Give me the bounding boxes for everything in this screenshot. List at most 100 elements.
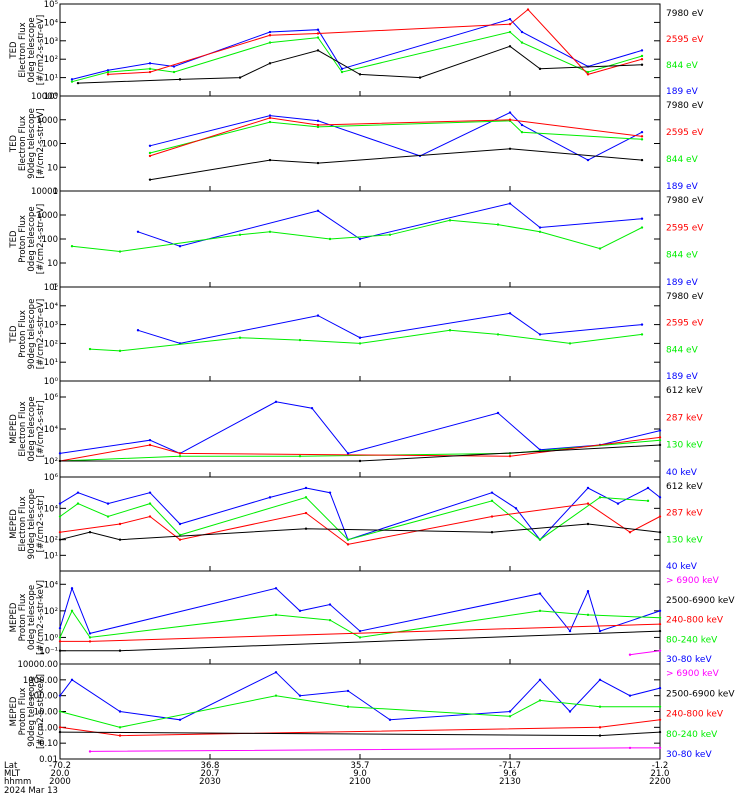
legend-entry: 189 eV [666,182,699,192]
data-point [490,499,494,503]
data-point [70,80,74,83]
data-point [508,147,512,150]
y-tick-label: 10³ [44,321,58,331]
data-point [598,705,602,708]
data-point [508,45,512,48]
data-point [268,120,272,124]
data-point [268,158,272,162]
legend-entry: 30-80 keV [666,655,712,665]
data-point [448,329,452,332]
data-point [316,123,320,127]
x-row-label: MLT [4,769,21,779]
data-point [658,443,662,447]
panel-5: 10² 10⁴ 10⁶ MEPED Electron Flux 0deg telescop… [9,380,703,478]
y-tick-label: 10² [44,457,58,467]
panel-frame [59,3,661,97]
data-point [274,613,278,617]
data-point [148,502,152,505]
y-tick-label: 0.10 [39,739,58,749]
y-axis-label-line: TED [9,230,19,249]
data-point [70,609,74,613]
data-point [658,436,662,439]
legend-entry: 240-800 keV [666,710,724,720]
data-point [658,705,662,708]
data-point [496,411,500,415]
data-point [304,496,308,499]
data-point [658,686,662,690]
data-point [658,629,662,633]
data-point [70,78,74,81]
data-point [148,515,152,518]
data-point [58,636,62,639]
data-point [586,486,590,490]
legend-entry: 287 keV [666,509,703,519]
panel-frame [59,476,661,572]
data-point [658,438,662,442]
data-point [106,73,110,76]
legend-entry: 30-80 keV [666,750,712,760]
y-axis-label-line: Proton Flux [18,215,28,263]
data-point [88,640,92,643]
data-point [628,694,632,697]
series-line-2595-eV [149,117,643,157]
y-tick-label: 10⁴ [44,580,59,590]
data-point [640,135,644,138]
data-point [268,62,272,65]
data-point [526,8,530,11]
data-point [520,123,524,127]
data-point [628,653,632,656]
x-tick-label-mlt: 21.0 [651,769,670,779]
y-axis-label-line: TED [9,41,19,60]
data-point [76,491,80,494]
legend-entry: 7980 eV [666,101,704,111]
data-point [388,718,392,721]
data-point [76,81,80,85]
data-point [508,22,512,26]
x-tick-label-mlt: 20.7 [201,769,220,779]
data-point [646,486,650,490]
y-axis-label-line: [#/cm2-s-str-keV] [36,580,46,655]
data-point [268,41,272,44]
y-axis-label-line: Proton Flux [18,594,28,642]
legend-entry: 844 eV [666,155,699,165]
data-point [316,32,320,35]
legend-entry: 2595 eV [666,128,704,138]
data-point [178,245,182,248]
data-point [598,247,602,250]
data-point [508,118,512,121]
data-point [178,718,182,721]
data-point [586,70,590,74]
x-tick-label-hhmm: 2100 [349,777,371,787]
data-point [586,73,590,76]
data-point [148,62,152,65]
data-point [178,78,182,81]
x-tick-label-mlt: 9.0 [353,769,367,779]
y-axis-label-line: [#/cm2-s-str-keV] [36,674,46,749]
y-axis-label-line: Electron Flux [18,496,28,551]
data-point [172,70,176,74]
data-point [640,130,644,134]
data-point [346,543,350,546]
data-point [658,530,662,534]
y-tick-label: 10⁴ [44,425,59,435]
data-point [58,649,62,652]
y-tick-label: 10000 [31,187,58,197]
y-axis-label-line: 90deg telescope [27,299,37,370]
y-axis-label-line: Proton Flux [18,310,28,358]
data-point [658,730,662,734]
data-point [298,694,302,697]
panel-2: 1 10 100 1000 10000 TED Electron Flux 90deg tel… [9,92,704,197]
data-point [658,616,662,620]
legend-entry: 844 eV [666,251,699,261]
legend-entry: 130 keV [666,535,703,545]
y-axis-label-line: [#/cm2-s-str-eV] [36,108,46,178]
legend-entry: 2595 eV [666,35,704,45]
data-point [538,230,542,233]
series-line-80-240-keV [59,695,660,728]
y-tick-label: 1000 [36,211,58,221]
data-point [118,349,122,353]
y-tick-label: 10000 [31,92,58,102]
data-point [508,111,512,114]
data-point [568,629,572,633]
x-tick-label-lat: -70.2 [49,761,71,771]
